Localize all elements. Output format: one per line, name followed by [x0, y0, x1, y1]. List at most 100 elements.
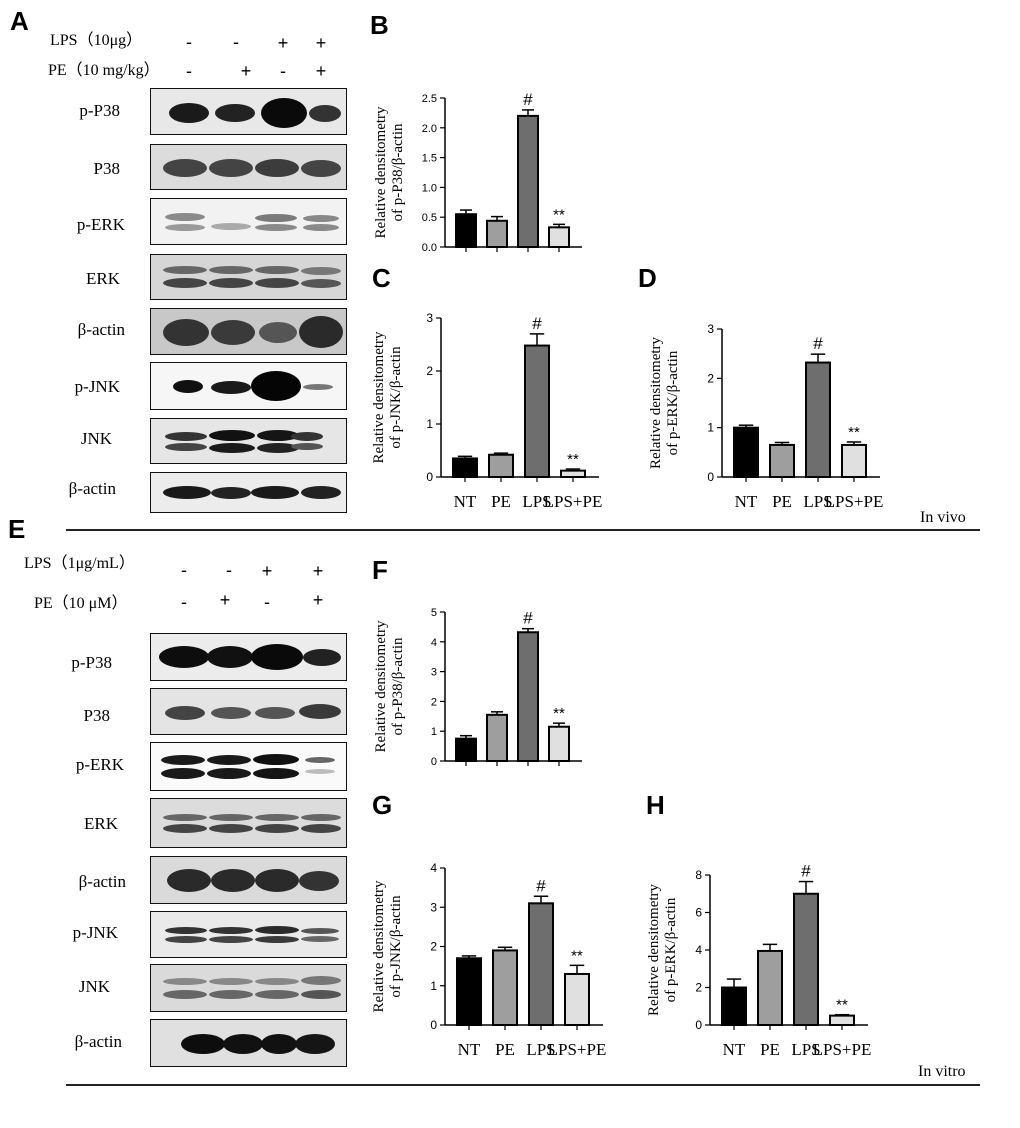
- panel-label-a: A: [10, 6, 29, 36]
- y-tick-label: 1: [707, 421, 714, 435]
- category-label: LPS: [522, 492, 551, 511]
- y-tick-label: 1: [430, 979, 437, 993]
- blot-label-p-jnk: p-JNK: [72, 923, 118, 942]
- y-tick-label: 5: [431, 607, 437, 619]
- significance-label: **: [553, 206, 565, 223]
- y-tick-label: 0: [431, 756, 437, 768]
- significance-label: **: [567, 451, 579, 468]
- y-tick-label: 0: [707, 470, 714, 484]
- y-tick-label: 4: [695, 943, 702, 957]
- blot-label-jnk: JNK: [78, 977, 110, 996]
- bar-chart-b: 0.0 0.5 1.0 1.5 2.0 2.5 # ** Relative densitomet…: [373, 90, 582, 254]
- y-axis-label-line: Relative densitometry: [648, 336, 664, 469]
- condition-label-pe-invitro: PE（10 μM）: [34, 595, 128, 612]
- y-axis-label-line: of p-P38/β-actin: [390, 123, 406, 222]
- bar: [721, 986, 747, 1026]
- bar: [455, 213, 477, 248]
- in-vivo-note: In vivo: [920, 509, 966, 526]
- y-tick-label: 2: [695, 981, 702, 995]
- blot-label-p38: P38: [93, 159, 120, 178]
- panel-label-f: F: [372, 555, 388, 585]
- western-blot-image: [150, 308, 347, 355]
- y-tick-label: 4: [431, 637, 437, 649]
- category-label: NT: [454, 492, 477, 511]
- blot-label-erk: ERK: [86, 269, 120, 288]
- blot-label-beta-actin: β-actin: [77, 320, 125, 339]
- section-divider: [66, 1084, 980, 1086]
- in-vitro-note: In vitro: [918, 1063, 966, 1080]
- western-blot-image: [150, 88, 347, 135]
- condition-sign: +: [240, 61, 252, 81]
- bar-chart-f: 0 1 2 3 4 5 # ** Relative densitometry of p-P38/β…: [373, 607, 582, 768]
- western-blot-image: [150, 1019, 347, 1067]
- significance-label: #: [532, 314, 542, 333]
- y-axis-label-line: of p-ERK/β-actin: [665, 350, 681, 455]
- y-tick-label: 0.0: [422, 242, 437, 254]
- condition-sign: +: [315, 61, 327, 81]
- significance-label: #: [813, 334, 823, 353]
- y-tick-label: 2: [430, 940, 437, 954]
- y-axis-label: Relative densitometry of p-P38/β-actin: [373, 620, 406, 753]
- western-blot-image: [150, 911, 347, 958]
- western-blot-image: [150, 472, 347, 513]
- western-blot-image: [150, 798, 347, 848]
- blot-label-erk: ERK: [84, 814, 118, 833]
- y-tick-label: 1.0: [422, 182, 437, 194]
- category-label: NT: [735, 492, 758, 511]
- blot-label-p-p38: p-P38: [71, 653, 112, 672]
- blot-label-p-erk: p-ERK: [76, 215, 125, 234]
- western-blot-image: [150, 964, 347, 1012]
- bar: [560, 469, 586, 478]
- bar-chart-h: 0 2 4 6 8 NT PE # LPS ** LPS+PE Relative densitomet…: [646, 862, 872, 1059]
- y-tick-label: 2: [431, 696, 437, 708]
- y-tick-label: 0.5: [422, 212, 437, 224]
- y-axis-label: Relative densitometry of p-JNK/β-actin: [371, 880, 404, 1013]
- y-tick-label: 8: [695, 868, 702, 882]
- blot-label-beta-actin: β-actin: [74, 1032, 122, 1051]
- bar: [769, 443, 795, 478]
- bar: [486, 713, 508, 762]
- category-label: LPS+PE: [548, 1040, 607, 1059]
- category-label: NT: [458, 1040, 481, 1059]
- bar: [455, 737, 477, 762]
- bar: [486, 219, 508, 248]
- bar: [517, 114, 539, 248]
- y-tick-label: 0: [426, 470, 433, 484]
- significance-label: **: [571, 947, 583, 964]
- bar: [548, 725, 570, 762]
- condition-sign: +: [312, 590, 324, 610]
- y-axis-label-line: of p-ERK/β-actin: [663, 897, 679, 1002]
- bar: [528, 902, 554, 1026]
- y-tick-label: 0: [430, 1018, 437, 1032]
- panel-label-c: C: [372, 263, 391, 293]
- western-blot-image: [150, 144, 347, 190]
- western-blot-image: [150, 742, 347, 791]
- blot-label-beta-actin: β-actin: [78, 872, 126, 891]
- bar-chart-g: 0 1 2 3 4 NT PE # LPS ** LPS+PE Relative densitomet…: [371, 861, 607, 1059]
- significance-label: **: [836, 997, 848, 1014]
- blot-label-p38: P38: [83, 706, 110, 725]
- bar: [492, 949, 518, 1026]
- category-label: LPS+PE: [825, 492, 884, 511]
- condition-sign: +: [219, 590, 231, 610]
- significance-label: #: [801, 862, 811, 881]
- y-axis-label-line: Relative densitometry: [373, 620, 389, 753]
- y-axis-label: Relative densitometry of p-P38/β-actin: [373, 106, 406, 239]
- condition-sign: +: [312, 561, 324, 581]
- bar: [829, 1014, 855, 1026]
- y-axis-label-line: of p-P38/β-actin: [390, 637, 406, 736]
- significance-label: #: [523, 90, 533, 109]
- western-blot-image: [150, 633, 347, 681]
- condition-label-pe-invivo: PE（10 mg/kg）: [48, 62, 160, 79]
- y-axis-label-line: Relative densitometry: [373, 106, 389, 239]
- condition-sign: -: [181, 560, 187, 580]
- category-label: LPS+PE: [813, 1040, 872, 1059]
- condition-sign: -: [233, 32, 239, 52]
- section-divider: [66, 529, 980, 531]
- category-label: LPS+PE: [544, 492, 603, 511]
- y-axis-label: Relative densitometry of p-JNK/β-actin: [371, 331, 404, 464]
- significance-label: **: [553, 705, 565, 722]
- blot-label-jnk: JNK: [80, 429, 112, 448]
- bar: [452, 457, 478, 478]
- bar: [733, 426, 759, 478]
